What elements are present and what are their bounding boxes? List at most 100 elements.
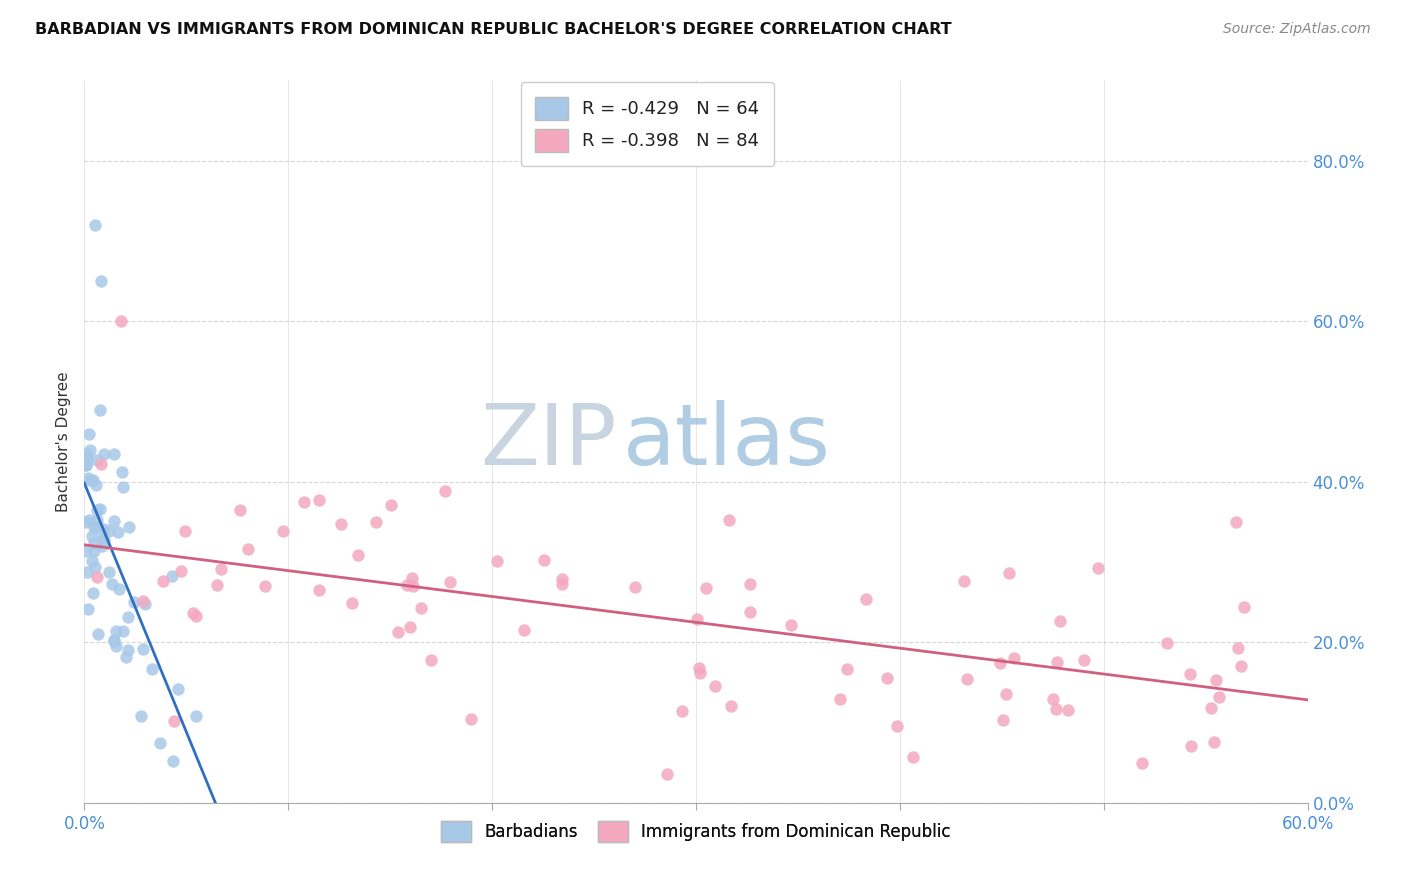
- Point: [855, 591, 877, 606]
- Point: [186, 709, 208, 723]
- Point: [340, 596, 363, 610]
- Point: [686, 612, 709, 626]
- Point: [105, 624, 128, 638]
- Point: [117, 609, 139, 624]
- Point: [112, 624, 135, 638]
- Point: [103, 447, 125, 461]
- Point: [1180, 739, 1202, 754]
- Point: [93, 447, 115, 461]
- Point: [76, 565, 98, 579]
- Text: BARBADIAN VS IMMIGRANTS FROM DOMINICAN REPUBLIC BACHELOR'S DEGREE CORRELATION CH: BARBADIAN VS IMMIGRANTS FROM DOMINICAN R…: [35, 22, 952, 37]
- Point: [141, 662, 163, 676]
- Point: [90, 540, 112, 554]
- Point: [1230, 659, 1253, 673]
- Point: [1233, 600, 1256, 615]
- Point: [89, 402, 111, 417]
- Point: [98, 524, 121, 538]
- Point: [1042, 692, 1064, 706]
- Point: [186, 609, 208, 624]
- Point: [717, 513, 740, 527]
- Point: [228, 502, 250, 516]
- Point: [1130, 756, 1153, 770]
- Point: [124, 595, 146, 609]
- Point: [1087, 561, 1109, 575]
- Point: [87, 627, 110, 641]
- Point: [346, 549, 368, 563]
- Point: [419, 653, 441, 667]
- Point: [79, 443, 101, 458]
- Point: [236, 541, 259, 556]
- Point: [89, 502, 111, 516]
- Point: [83, 535, 105, 549]
- Point: [86, 453, 108, 467]
- Point: [84, 521, 107, 535]
- Point: [103, 632, 125, 647]
- Point: [254, 579, 277, 593]
- Point: [80, 529, 103, 543]
- Point: [411, 601, 433, 615]
- Point: [75, 458, 97, 472]
- Point: [308, 582, 330, 597]
- Point: [486, 554, 509, 568]
- Point: [90, 274, 112, 288]
- Point: [387, 625, 409, 640]
- Point: [205, 578, 228, 592]
- Point: [956, 672, 979, 686]
- Point: [181, 606, 204, 620]
- Text: atlas: atlas: [623, 400, 831, 483]
- Point: [439, 574, 461, 589]
- Point: [1226, 640, 1249, 655]
- Point: [103, 633, 125, 648]
- Point: [401, 571, 423, 585]
- Point: [75, 458, 97, 472]
- Point: [166, 682, 188, 697]
- Point: [513, 624, 536, 638]
- Point: [886, 719, 908, 733]
- Point: [988, 657, 1011, 671]
- Point: [83, 543, 105, 558]
- Point: [366, 516, 388, 530]
- Point: [998, 566, 1021, 580]
- Point: [1208, 690, 1230, 704]
- Point: [118, 520, 141, 534]
- Point: [86, 513, 108, 527]
- Point: [1057, 703, 1080, 717]
- Point: [1156, 636, 1178, 650]
- Point: [738, 577, 761, 591]
- Point: [169, 564, 191, 578]
- Point: [103, 514, 125, 528]
- Point: [132, 642, 155, 657]
- Point: [995, 687, 1018, 701]
- Point: [86, 478, 108, 492]
- Point: [901, 750, 924, 764]
- Point: [740, 606, 762, 620]
- Point: [149, 736, 172, 750]
- Point: [152, 574, 174, 589]
- Point: [79, 513, 101, 527]
- Point: [380, 498, 402, 512]
- Point: [876, 671, 898, 685]
- Point: [830, 691, 852, 706]
- Point: [132, 594, 155, 608]
- Point: [75, 516, 97, 530]
- Point: [1046, 655, 1069, 669]
- Point: [93, 533, 115, 548]
- Point: [90, 457, 112, 471]
- Point: [308, 493, 330, 508]
- Point: [1004, 650, 1026, 665]
- Point: [162, 754, 184, 768]
- Point: [1045, 702, 1067, 716]
- Point: [703, 679, 725, 693]
- Point: [97, 565, 120, 579]
- Point: [83, 218, 105, 232]
- Point: [688, 661, 710, 675]
- Point: [163, 714, 186, 729]
- Point: [695, 581, 717, 595]
- Point: [129, 709, 152, 723]
- Point: [93, 522, 115, 536]
- Text: Source: ZipAtlas.com: Source: ZipAtlas.com: [1223, 22, 1371, 37]
- Point: [720, 699, 742, 714]
- Point: [134, 597, 156, 611]
- Point: [162, 568, 184, 582]
- Point: [402, 579, 425, 593]
